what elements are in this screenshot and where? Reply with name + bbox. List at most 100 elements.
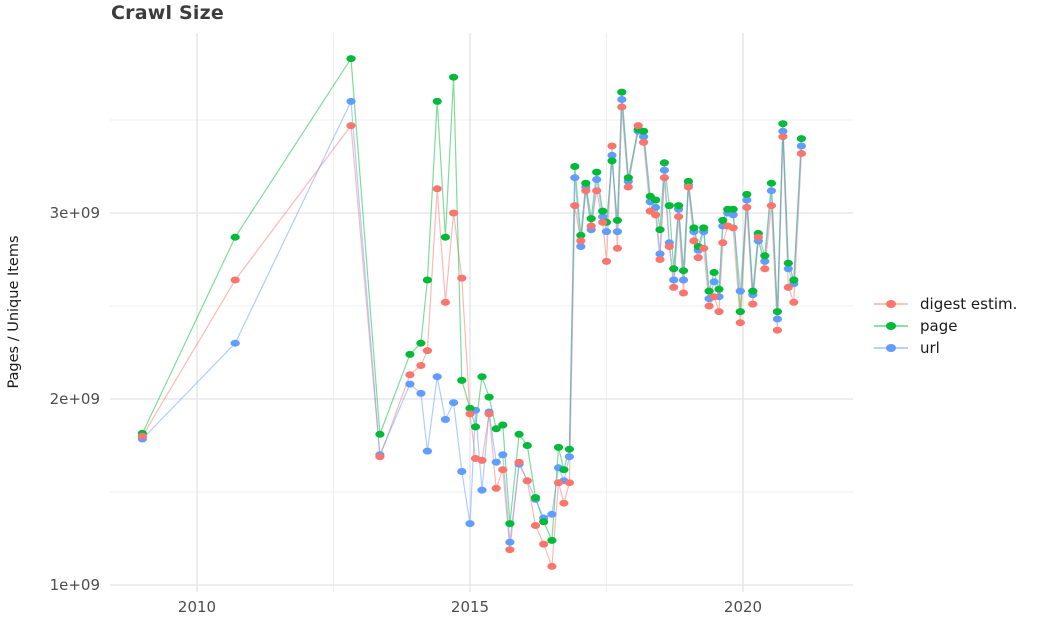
y-tick-label: 2e+09 [50,390,100,408]
data-point [778,127,788,135]
data-point [704,302,714,310]
data-point [772,308,783,316]
legend: digest estim. page url [874,293,1017,359]
data-point [564,479,575,487]
data-point [617,103,627,111]
x-tick-label: 2015 [451,598,489,616]
data-point [498,451,508,459]
data-point [586,215,596,223]
data-point [789,298,799,306]
data-point [416,362,426,369]
data-point [772,315,783,323]
data-point [498,421,508,429]
data-point [422,276,432,284]
data-point [714,285,724,293]
data-point [422,447,432,455]
data-point [659,174,670,182]
series-line-url [141,99,802,543]
data-point [230,233,240,241]
data-point [735,308,745,316]
data-point [592,168,602,176]
data-point [678,276,689,284]
data-point [484,410,494,418]
data-point [576,231,586,239]
data-point [470,423,481,431]
data-point [230,339,240,347]
data-point [699,224,709,232]
data-point [570,174,580,182]
data-point [598,218,608,226]
data-point [728,224,738,232]
data-point [598,213,608,221]
data-point [783,259,793,267]
data-point [674,202,684,210]
legend-key-url-icon [874,341,908,355]
legend-key-page-icon [874,319,908,333]
data-point [405,350,415,358]
data-point [539,518,549,526]
data-point [449,399,459,407]
data-point [553,443,564,451]
data-point [728,205,738,213]
data-point [607,157,617,165]
y-tick-label: 1e+09 [50,576,100,594]
data-point [651,211,661,219]
data-point [581,187,591,195]
data-point [709,269,719,276]
data-point [514,430,524,438]
data-point [669,265,679,273]
data-point [477,456,487,464]
data-point [748,287,758,295]
legend-label-url: url [920,339,940,357]
data-point [514,458,524,466]
series-line-digest-estim [141,106,802,567]
data-point [547,536,557,544]
data-point [659,159,670,167]
data-point [465,410,475,418]
data-point [607,151,617,159]
data-point [617,96,627,103]
y-axis-title: Pages / Unique Items [6,235,22,389]
data-point [432,97,442,105]
data-point [669,283,679,291]
gridlines-major [110,33,853,592]
data-point [491,425,501,433]
data-point [346,55,356,63]
data-point [778,120,788,128]
data-point [699,244,709,252]
data-point [449,209,459,217]
data-point [714,308,724,316]
data-point [760,252,770,260]
data-point [491,458,501,466]
data-point [346,97,356,105]
data-point [693,254,703,262]
data-point [530,494,541,502]
legend-label-page: page [920,317,958,335]
data-point [612,216,623,224]
data-point [772,326,783,334]
data-point [559,466,569,474]
data-point [796,135,807,143]
data-point [748,300,758,308]
data-point [539,540,549,548]
data-point [477,486,487,494]
data-point [796,142,807,150]
legend-dot-swatch [886,344,896,352]
legend-label-digest-estim: digest estim. [920,295,1018,313]
data-point [655,256,665,263]
data-point [704,287,714,295]
data-point [586,222,596,230]
data-point [664,202,674,210]
legend-item-url: url [874,337,1017,359]
series-points-digest-estim [137,103,807,570]
data-point [505,546,515,554]
data-point [678,267,689,275]
data-point [735,287,745,295]
data-point [659,166,670,174]
data-point [639,127,649,135]
series-lines [141,56,802,567]
data-point [375,430,385,438]
data-point [592,176,602,183]
data-point [505,538,515,546]
